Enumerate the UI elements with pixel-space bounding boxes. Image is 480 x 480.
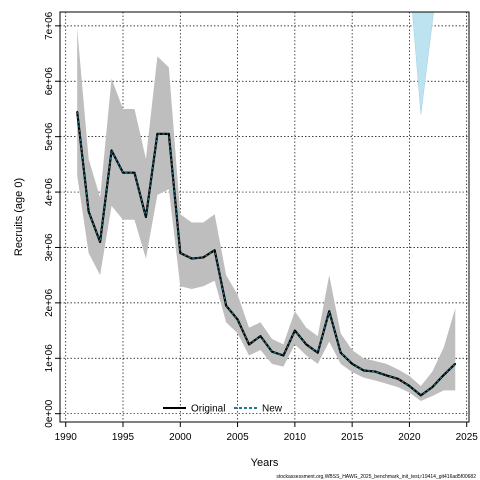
- x-tick-label: 2000: [169, 432, 192, 443]
- point-original: [99, 241, 101, 243]
- x-tick-label: 2020: [398, 432, 421, 443]
- y-axis: 0e+00 1e+06 2e+06 3e+06 4e+06 5e+06 6e+06 7e+06: [44, 11, 60, 428]
- point-original: [179, 252, 182, 254]
- point-original: [156, 133, 159, 135]
- point-original: [168, 133, 170, 135]
- x-tick-label: 2025: [456, 432, 479, 443]
- point-original: [271, 350, 273, 353]
- y-axis-label: Recruits (age 0): [13, 178, 25, 256]
- point-original: [294, 329, 296, 332]
- y-tick-label: 2e+06: [44, 288, 55, 317]
- point-original: [316, 351, 319, 354]
- x-axis: 1990 1995 2000 2005 2010 2015 2020 2025: [55, 422, 479, 443]
- line-new-overlay: [76, 111, 456, 396]
- x-tick-label: 2015: [341, 432, 364, 443]
- confidence-bands: [77, 12, 456, 401]
- point-original: [339, 351, 342, 354]
- y-tick-label: 6e+06: [44, 67, 55, 96]
- legend-original-label: Original: [191, 404, 225, 415]
- x-tick-label: 1995: [112, 432, 135, 443]
- band-new: [412, 12, 434, 115]
- point-original: [431, 386, 434, 388]
- band-original: [77, 28, 456, 401]
- point-original: [328, 310, 331, 312]
- grid-lines: [60, 12, 469, 422]
- point-original: [385, 374, 388, 377]
- plot-frame: [59, 11, 470, 423]
- point-original: [443, 374, 445, 376]
- y-tick-label: 1e+06: [44, 344, 55, 373]
- x-tick-label: 1990: [55, 432, 78, 443]
- point-original: [225, 304, 227, 307]
- point-original: [248, 343, 250, 346]
- point-original: [259, 335, 262, 337]
- point-original: [420, 394, 422, 397]
- point-original: [76, 110, 78, 113]
- y-tick-label: 3e+06: [44, 233, 55, 262]
- series-lines: [76, 110, 457, 397]
- point-original: [122, 171, 124, 174]
- x-tick-label: 2005: [226, 432, 249, 443]
- point-original: [351, 363, 353, 365]
- point-original: [282, 354, 285, 357]
- y-tick-label: 5e+06: [44, 122, 55, 151]
- x-axis-label: Years: [251, 457, 279, 469]
- point-original: [408, 385, 411, 387]
- point-original: [202, 256, 205, 259]
- point-original: [145, 216, 147, 218]
- footer-source: stockassessment.org,WBSS_HAWG_2025_bench…: [276, 474, 476, 480]
- point-original: [133, 171, 136, 174]
- x-tick-label: 2010: [284, 432, 307, 443]
- point-original: [213, 249, 216, 252]
- point-original: [454, 363, 457, 365]
- point-original: [190, 257, 193, 260]
- point-original: [305, 343, 308, 346]
- legend: Original New: [163, 404, 283, 415]
- point-original: [110, 149, 113, 152]
- point-original: [397, 377, 399, 380]
- point-original: [362, 369, 365, 372]
- point-original: [374, 370, 376, 373]
- point-original: [87, 210, 90, 213]
- y-tick-label: 7e+06: [44, 11, 55, 40]
- y-tick-label: 0e+00: [44, 399, 55, 428]
- legend-new-label: New: [262, 404, 283, 415]
- point-original: [236, 318, 239, 321]
- y-tick-label: 4e+06: [44, 178, 55, 207]
